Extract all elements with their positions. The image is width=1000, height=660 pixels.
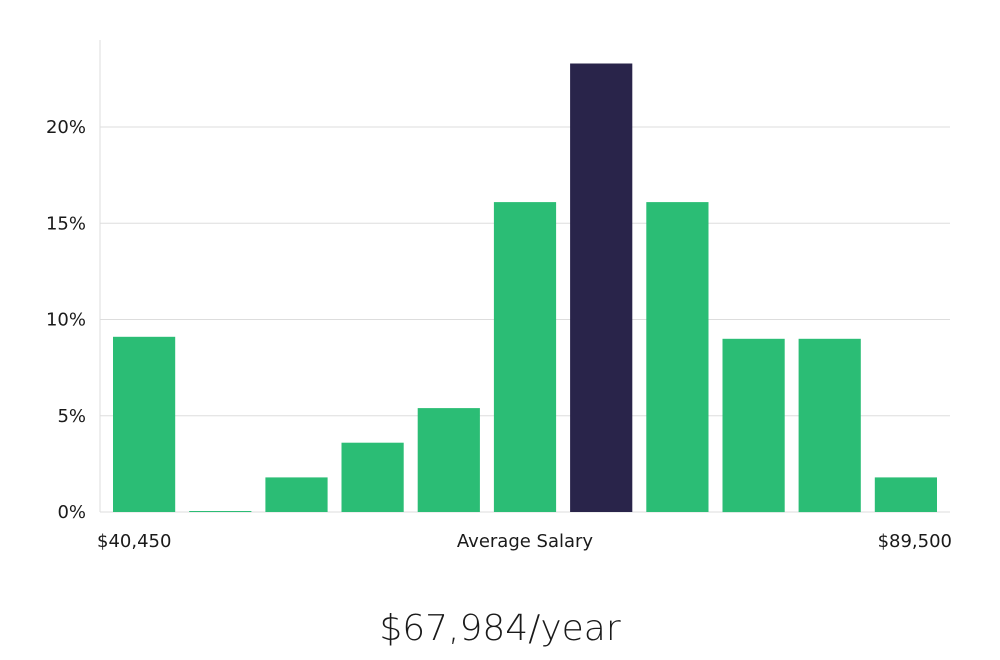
- y-tick-label: 20%: [46, 117, 86, 138]
- bar: [798, 338, 861, 513]
- y-tick-label: 10%: [46, 310, 86, 331]
- bar: [493, 202, 557, 512]
- bar: [341, 442, 404, 512]
- salary-histogram: 0% 5% 10% 15% 20% $40,450 Average Salary $89…: [46, 40, 952, 552]
- bar: [113, 336, 176, 512]
- y-tick-label: 5%: [57, 406, 86, 427]
- bar: [646, 202, 709, 512]
- x-max-label: $89,500: [878, 531, 952, 552]
- bar-highlight: [570, 63, 633, 512]
- bars: [113, 63, 937, 513]
- y-tick-label: 15%: [46, 213, 86, 234]
- y-tick-labels: 0% 5% 10% 15% 20%: [46, 117, 86, 523]
- bar: [265, 477, 328, 512]
- bar: [189, 511, 252, 512]
- x-axis-title: Average Salary: [457, 531, 594, 552]
- bar: [722, 338, 785, 513]
- bar: [417, 408, 480, 512]
- x-min-label: $40,450: [97, 531, 171, 552]
- y-tick-label: 0%: [57, 502, 86, 523]
- average-salary-value: $67,984/year: [379, 608, 621, 649]
- bar: [874, 477, 937, 512]
